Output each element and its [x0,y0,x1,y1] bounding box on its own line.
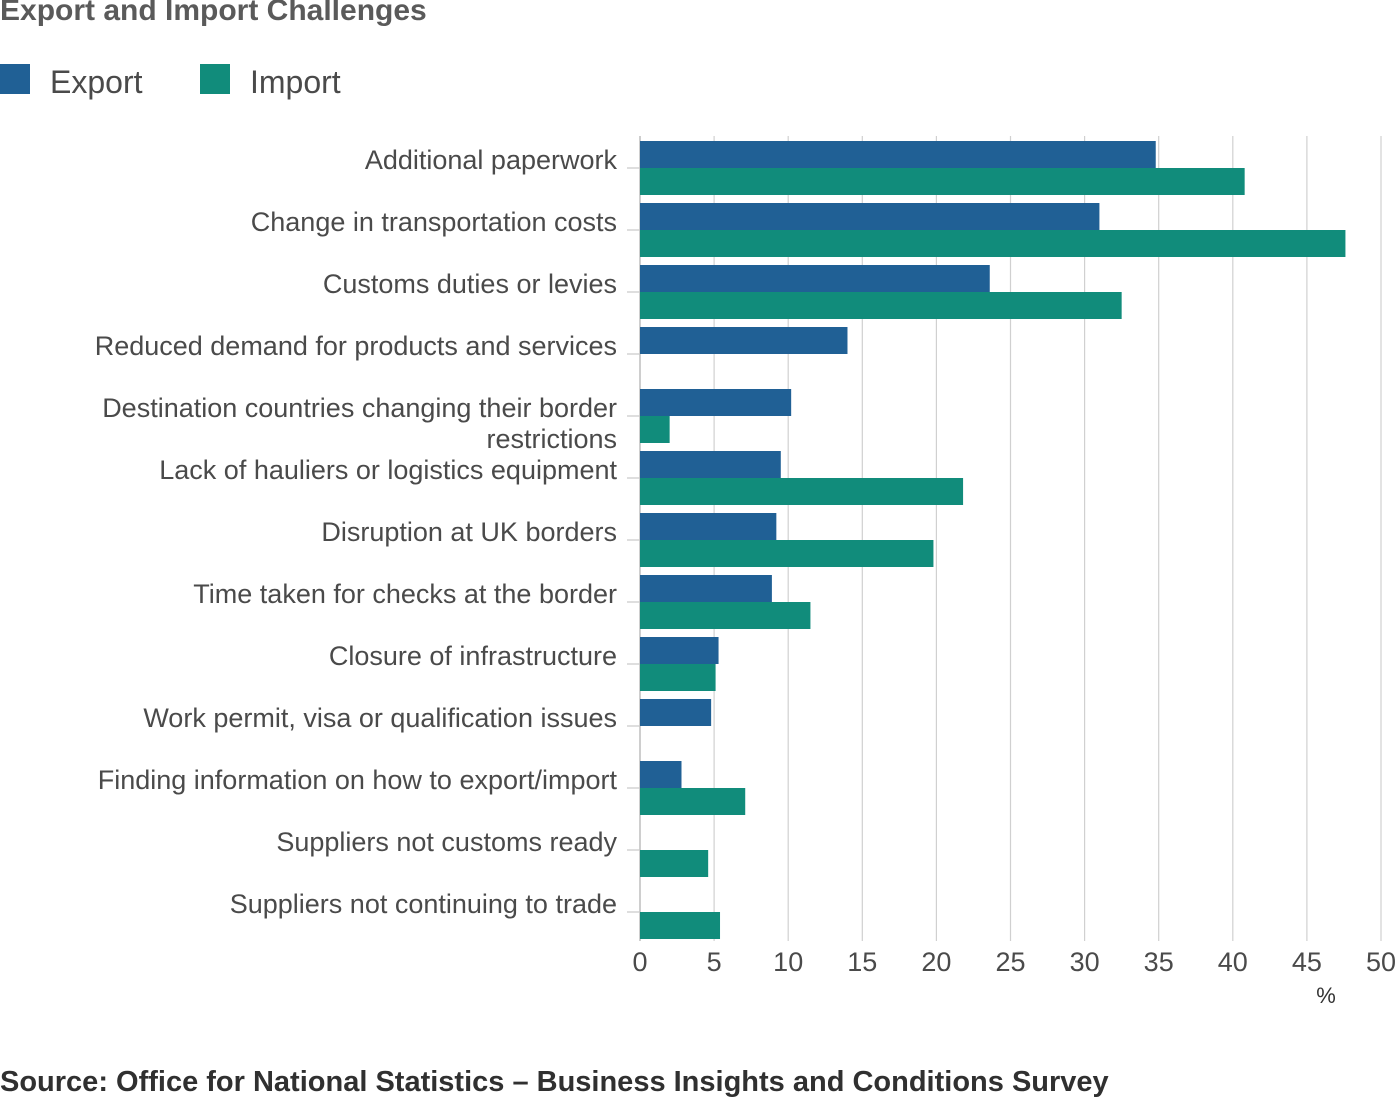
x-tick-label: 10 [773,947,803,977]
source-note: Source: Office for National Statistics –… [0,1066,1109,1098]
bar-export [640,141,1156,168]
x-tick-label: 15 [847,947,877,977]
category-label: Change in transportation costs [251,207,617,237]
chart-title: Export and Import Challenges [0,0,427,27]
bar-import [640,912,721,939]
category-label: Suppliers not continuing to trade [230,889,617,919]
legend-swatch-import [200,64,230,94]
x-tick-label: 40 [1218,947,1248,977]
x-tick-label: 25 [995,947,1025,977]
legend-swatch-export [0,64,30,94]
legend-label-export: Export [50,64,143,100]
bar-import [640,230,1346,257]
category-label: restrictions [486,424,617,454]
bar-import [640,788,746,815]
category-label: Finding information on how to export/imp… [98,765,618,795]
bar-import [640,168,1245,195]
category-label: Disruption at UK borders [321,517,617,547]
legend-label-import: Import [250,64,341,100]
bar-chart: 0 5 10 15 20 25 30 35 40 45 50% Additional paperwor… [95,136,1396,1008]
bar-export [640,265,990,292]
category-label: Additional paperwork [365,145,618,175]
x-tick-label: 30 [1070,947,1100,977]
category-label: Lack of hauliers or logistics equipment [159,455,617,485]
bar-export [640,575,772,602]
category-label: Closure of infrastructure [329,641,617,671]
bar-import [640,292,1122,319]
category-label: Work permit, visa or qualification issue… [143,703,617,733]
category-label: Customs duties or levies [323,269,617,299]
bar-export [640,327,848,354]
x-axis-label: % [1316,983,1336,1008]
category-label: Destination countries changing their bor… [102,393,617,423]
category-label: Reduced demand for products and services [95,331,617,361]
x-tick-label: 35 [1144,947,1174,977]
bar-export [640,637,719,664]
x-tick-label: 0 [632,947,647,977]
bar-export [640,451,781,478]
bar-export [640,699,712,726]
bar-import [640,602,811,629]
category-label: Suppliers not customs ready [276,827,617,857]
bar-import [640,664,716,691]
bar-import [640,540,934,567]
bar-export [640,761,682,788]
bar-import [640,850,709,877]
x-tick-label: 50 [1366,947,1396,977]
x-tick-label: 5 [707,947,722,977]
x-tick-label: 20 [921,947,951,977]
bar-export [640,389,792,416]
x-tick-label: 45 [1292,947,1322,977]
bar-export [640,513,777,540]
bar-export [640,203,1100,230]
bar-import [640,416,670,443]
category-label: Time taken for checks at the border [193,579,617,609]
bar-import [640,478,964,505]
